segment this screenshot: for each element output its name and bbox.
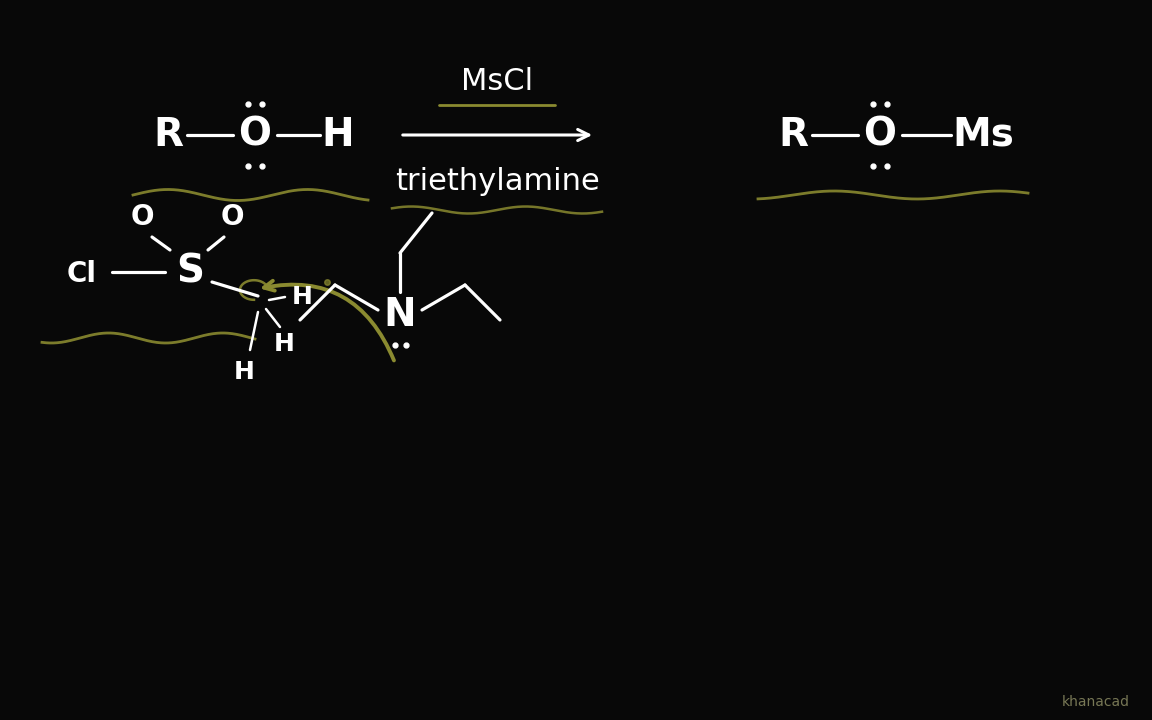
Text: triethylamine: triethylamine bbox=[395, 168, 599, 197]
Text: R: R bbox=[153, 116, 183, 154]
Text: O: O bbox=[220, 203, 244, 231]
Text: O: O bbox=[130, 203, 153, 231]
Text: H: H bbox=[291, 285, 312, 309]
Text: H: H bbox=[234, 360, 255, 384]
Text: khanacad: khanacad bbox=[1062, 695, 1130, 709]
Text: N: N bbox=[384, 296, 416, 334]
Text: Cl: Cl bbox=[67, 260, 97, 288]
Text: O: O bbox=[864, 116, 896, 154]
Text: MsCl: MsCl bbox=[461, 68, 533, 96]
Text: H: H bbox=[273, 332, 295, 356]
Text: Ms: Ms bbox=[952, 116, 1014, 154]
Text: R: R bbox=[778, 116, 808, 154]
Text: S: S bbox=[176, 253, 204, 291]
Text: H: H bbox=[321, 116, 355, 154]
Text: O: O bbox=[238, 116, 272, 154]
